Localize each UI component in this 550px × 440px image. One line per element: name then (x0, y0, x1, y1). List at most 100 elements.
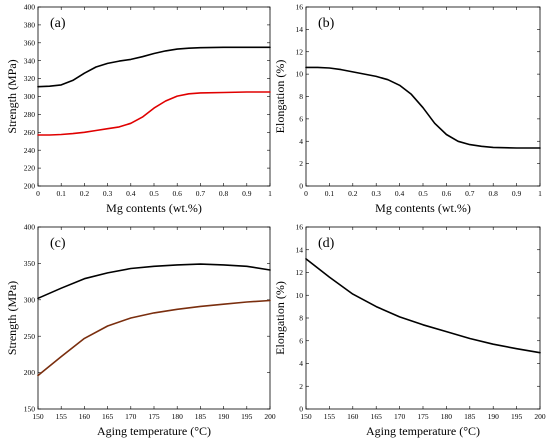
y-tick-label: 400 (24, 3, 36, 12)
plot-frame-b (305, 6, 541, 187)
y-tick-label: 220 (24, 164, 36, 173)
x-tick-label: 150 (32, 412, 44, 421)
series-line-c-2 (37, 299, 271, 377)
series-line-d-1 (305, 258, 541, 354)
y-tick-label: 14 (296, 25, 304, 34)
x-tick-label: 0.2 (80, 189, 90, 198)
panel-b: 0 0.1 0.2 0.3 0.4 0.5 0.6 0.7 0.8 0.9 102468101214… (273, 3, 542, 215)
x-tick-label: 0.7 (196, 189, 206, 198)
panel-c: 150 155 160 165 170 175 180 185 190 195 200 150 200 2… (5, 223, 276, 438)
y-tick-label: 320 (24, 74, 36, 83)
x-tick-label: 0.5 (418, 189, 428, 198)
x-tick-label: 0.8 (489, 189, 499, 198)
x-axis-label: Mg contents (wt.%) (375, 201, 471, 215)
y-tick-label: 16 (296, 3, 304, 12)
x-tick-label: 1 (268, 189, 272, 198)
x-tick-label: 0.2 (348, 189, 358, 198)
y-tick-label: 10 (296, 291, 304, 300)
x-tick-label: 0 (304, 189, 308, 198)
panel-a: 0 0.1 0.2 0.3 0.4 0.5 0.6 0.7 0.8 0.9 1 200 220 240 26… (5, 3, 272, 215)
y-tick-label: 6 (299, 336, 303, 345)
x-tick-label: 155 (324, 412, 336, 421)
x-tick-label: 165 (371, 412, 383, 421)
x-tick-label: 0.7 (465, 189, 475, 198)
x-tick-label: 170 (125, 412, 137, 421)
x-tick-label: 0.5 (149, 189, 159, 198)
plot-frame-c (37, 226, 271, 410)
x-tick-label: 200 (534, 412, 546, 421)
y-axis-label: Strength (MPa) (5, 59, 19, 133)
x-tick-label: 155 (56, 412, 68, 421)
x-tick-label: 160 (79, 412, 91, 421)
x-tick-label: 185 (195, 412, 207, 421)
y-tick-label: 240 (24, 146, 36, 155)
y-tick-label: 350 (24, 259, 36, 268)
plot-frame-a (37, 6, 271, 187)
x-tick-label: 170 (394, 412, 406, 421)
x-tick-label: 165 (102, 412, 114, 421)
y-tick-label: 10 (296, 70, 304, 79)
y-tick-label: 400 (24, 223, 36, 232)
y-tick-label: 8 (299, 314, 303, 323)
x-tick-label: 175 (148, 412, 160, 421)
y-axis-label: Elongation (%) (273, 60, 287, 134)
x-tick-label: 0 (36, 189, 40, 198)
panel-tag: (c) (50, 236, 66, 251)
x-tick-label: 0.4 (395, 189, 405, 198)
y-tick-label: 0 (299, 405, 303, 414)
y-tick-label: 250 (24, 332, 36, 341)
y-tick-label: 4 (299, 359, 303, 368)
series-line-a-2 (37, 91, 271, 136)
x-tick-label: 195 (511, 412, 523, 421)
y-tick-label: 0 (299, 182, 303, 191)
y-tick-label: 300 (24, 92, 36, 101)
series-line-c-1 (37, 263, 271, 300)
y-tick-label: 200 (24, 368, 36, 377)
x-axis-label: Mg contents (wt.%) (106, 201, 202, 215)
panel-tag: (b) (318, 16, 335, 31)
y-tick-label: 12 (296, 268, 304, 277)
x-tick-label: 1 (538, 189, 542, 198)
x-axis-label: Aging temperature (°C) (97, 424, 211, 438)
x-tick-label: 180 (172, 412, 184, 421)
x-tick-label: 185 (464, 412, 476, 421)
x-axis-label: Aging temperature (°C) (366, 424, 480, 438)
y-tick-label: 260 (24, 128, 36, 137)
x-tick-label: 190 (218, 412, 230, 421)
panel-tag: (d) (318, 236, 335, 251)
x-tick-label: 0.6 (173, 189, 183, 198)
y-tick-label: 340 (24, 56, 36, 65)
plot-frame-d (305, 226, 541, 410)
y-tick-label: 6 (299, 114, 303, 123)
x-tick-label: 160 (347, 412, 359, 421)
series-line-b-1 (305, 66, 541, 149)
x-tick-label: 0.3 (103, 189, 113, 198)
x-tick-label: 0.8 (219, 189, 229, 198)
x-tick-label: 0.9 (242, 189, 252, 198)
y-tick-label: 2 (299, 159, 303, 168)
x-tick-label: 0.4 (126, 189, 136, 198)
x-tick-label: 0.1 (57, 189, 67, 198)
x-tick-label: 0.3 (372, 189, 382, 198)
x-tick-label: 0.9 (512, 189, 522, 198)
x-tick-label: 180 (441, 412, 453, 421)
x-tick-label: 0.6 (442, 189, 452, 198)
y-tick-label: 380 (24, 21, 36, 30)
y-tick-label: 4 (299, 137, 303, 146)
x-tick-label: 150 (300, 412, 312, 421)
y-axis-label: Elongation (%) (273, 281, 287, 355)
y-tick-label: 200 (24, 182, 36, 191)
panel-d: 150 155 160 165 170 175 180 185 190 195 200 0 2 4 6 8 10… (273, 223, 546, 438)
y-tick-label: 14 (296, 245, 304, 254)
y-tick-label: 280 (24, 110, 36, 119)
x-tick-label: 195 (241, 412, 253, 421)
y-tick-label: 8 (299, 92, 303, 101)
y-tick-label: 150 (24, 405, 36, 414)
y-tick-label: 300 (24, 295, 36, 304)
panel-tag: (a) (50, 16, 66, 31)
y-tick-label: 16 (296, 223, 304, 232)
y-axis-label: Strength (MPa) (5, 281, 19, 355)
y-tick-label: 2 (299, 382, 303, 391)
y-tick-label: 360 (24, 38, 36, 47)
